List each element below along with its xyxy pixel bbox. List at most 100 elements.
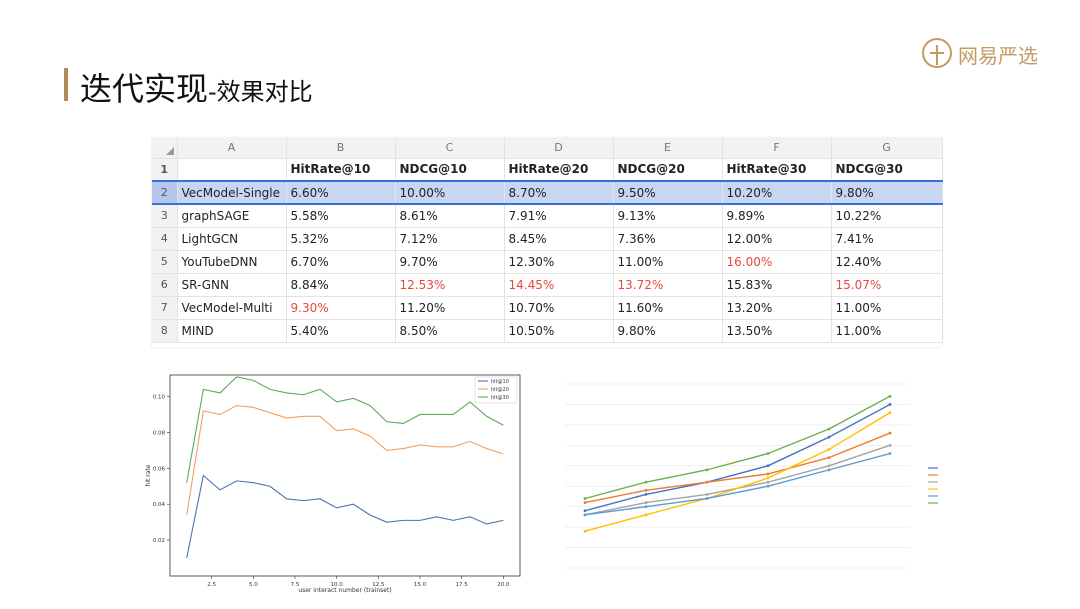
- metric-cell[interactable]: 13.50%: [722, 319, 832, 343]
- metric-cell[interactable]: 8.50%: [395, 319, 505, 343]
- column-letter[interactable]: D: [504, 138, 614, 159]
- column-letter[interactable]: G: [831, 138, 943, 159]
- metric-cell[interactable]: 15.07%: [831, 273, 943, 297]
- data-point: [644, 493, 648, 496]
- header-cell[interactable]: HitRate@30: [722, 158, 832, 182]
- y-tick-label: 0.08: [153, 430, 166, 436]
- series-line: [584, 395, 891, 500]
- row-number[interactable]: 3: [152, 204, 178, 228]
- slide-title-main: 迭代实现: [80, 70, 209, 108]
- row-number[interactable]: 8: [152, 319, 178, 343]
- model-name-cell[interactable]: LightGCN: [177, 227, 287, 251]
- metric-cell[interactable]: 5.40%: [286, 319, 396, 343]
- metric-cell[interactable]: 12.40%: [831, 250, 943, 274]
- metric-cell[interactable]: 11.00%: [831, 319, 943, 343]
- data-point: [766, 464, 770, 468]
- header-cell[interactable]: [177, 158, 287, 182]
- metric-cell[interactable]: 8.45%: [504, 227, 614, 251]
- metric-cell[interactable]: 9.80%: [831, 180, 943, 205]
- model-name-cell[interactable]: MIND: [177, 319, 287, 343]
- metric-cell[interactable]: 7.12%: [395, 227, 505, 251]
- metric-cell[interactable]: 7.36%: [613, 227, 723, 251]
- series-line-hit-10: [186, 474, 504, 559]
- model-name-cell[interactable]: VecModel-Multi: [177, 296, 287, 320]
- metric-cell[interactable]: 9.70%: [395, 250, 505, 274]
- metric-cell[interactable]: 7.41%: [831, 227, 943, 251]
- header-cell[interactable]: NDCG@10: [395, 158, 505, 182]
- data-point: [766, 484, 770, 488]
- table-row[interactable]: 8 MIND 5.40% 8.50% 10.50% 9.80% 13.50% 11.00%: [152, 319, 943, 343]
- metric-cell[interactable]: 10.00%: [395, 180, 505, 205]
- data-point: [583, 497, 587, 500]
- metric-cell[interactable]: 5.58%: [286, 204, 396, 228]
- metric-cell[interactable]: 5.32%: [286, 227, 396, 251]
- header-cell[interactable]: HitRate@20: [504, 158, 614, 182]
- metric-cell[interactable]: 11.00%: [831, 296, 943, 320]
- column-letter[interactable]: A: [177, 138, 287, 159]
- header-cell[interactable]: NDCG@20: [613, 158, 723, 182]
- data-point: [583, 509, 587, 513]
- header-cell[interactable]: NDCG@30: [831, 158, 943, 182]
- metric-cell[interactable]: 10.70%: [504, 296, 614, 320]
- table-row[interactable]: 7 VecModel-Multi 9.30% 11.20% 10.70% 11.60% 13…: [152, 296, 943, 320]
- metric-cell[interactable]: 10.20%: [722, 180, 832, 205]
- x-tick-label: 2.5: [207, 582, 216, 588]
- metric-cell[interactable]: 11.00%: [613, 250, 723, 274]
- data-point: [766, 472, 770, 476]
- column-letter[interactable]: C: [395, 138, 505, 159]
- metric-cell[interactable]: 12.30%: [504, 250, 614, 274]
- table-body: 2 VecModel-Single 6.60% 10.00% 8.70% 9.50% 10.…: [152, 180, 943, 343]
- header-cell[interactable]: HitRate@10: [286, 158, 396, 182]
- metric-cell[interactable]: 14.45%: [504, 273, 614, 297]
- metric-cell[interactable]: 12.53%: [395, 273, 505, 297]
- metric-cell[interactable]: 8.61%: [395, 204, 505, 228]
- metric-cell[interactable]: 9.80%: [613, 319, 723, 343]
- metric-cell[interactable]: 8.84%: [286, 273, 396, 297]
- metric-cell[interactable]: 11.20%: [395, 296, 505, 320]
- metric-cell[interactable]: 10.50%: [504, 319, 614, 343]
- metric-cell[interactable]: 9.30%: [286, 296, 396, 320]
- metric-cell[interactable]: 6.60%: [286, 180, 396, 205]
- legend-label: hit@10: [491, 379, 509, 385]
- metric-cell[interactable]: 12.00%: [722, 227, 832, 251]
- model-name-cell[interactable]: YouTubeDNN: [177, 250, 287, 274]
- table-row[interactable]: 2 VecModel-Single 6.60% 10.00% 8.70% 9.50% 10.…: [152, 180, 943, 205]
- row-number[interactable]: 1: [152, 158, 178, 182]
- series-line: [584, 412, 891, 532]
- data-point: [766, 476, 770, 480]
- select-all-corner[interactable]: [152, 138, 178, 159]
- data-point: [827, 464, 831, 468]
- row-number[interactable]: 7: [152, 296, 178, 320]
- metric-cell[interactable]: 16.00%: [722, 250, 832, 274]
- y-tick-label: 0.10: [153, 395, 166, 401]
- metric-cell[interactable]: 6.70%: [286, 250, 396, 274]
- metric-cell[interactable]: 13.20%: [722, 296, 832, 320]
- column-letter[interactable]: B: [286, 138, 396, 159]
- row-number[interactable]: 4: [152, 227, 178, 251]
- metric-cell[interactable]: 9.50%: [613, 180, 723, 205]
- metric-cell[interactable]: 8.70%: [504, 180, 614, 205]
- table-row[interactable]: 3 graphSAGE 5.58% 8.61% 7.91% 9.13% 9.89% 10.22…: [152, 204, 943, 228]
- model-name-cell[interactable]: graphSAGE: [177, 204, 287, 228]
- metric-cell[interactable]: 10.22%: [831, 204, 943, 228]
- model-name-cell[interactable]: SR-GNN: [177, 273, 287, 297]
- data-point: [766, 480, 770, 484]
- y-axis-label: hit rate: [145, 464, 152, 486]
- series-line: [584, 403, 891, 512]
- table-row[interactable]: 5 YouTubeDNN 6.70% 9.70% 12.30% 11.00% 16.00% 1…: [152, 250, 943, 274]
- row-number[interactable]: 2: [152, 180, 178, 205]
- table-row[interactable]: 4 LightGCN 5.32% 7.12% 8.45% 7.36% 12.00% 7.41%: [152, 227, 943, 251]
- metric-cell[interactable]: 11.60%: [613, 296, 723, 320]
- data-point: [888, 443, 892, 447]
- row-number[interactable]: 5: [152, 250, 178, 274]
- column-letter[interactable]: F: [722, 138, 832, 159]
- metric-cell[interactable]: 7.91%: [504, 204, 614, 228]
- metric-cell[interactable]: 9.89%: [722, 204, 832, 228]
- metric-cell[interactable]: 9.13%: [613, 204, 723, 228]
- table-row[interactable]: 6 SR-GNN 8.84% 12.53% 14.45% 13.72% 15.83% 15.0…: [152, 273, 943, 297]
- row-number[interactable]: 6: [152, 273, 178, 297]
- metric-cell[interactable]: 15.83%: [722, 273, 832, 297]
- column-letter[interactable]: E: [613, 138, 723, 159]
- model-name-cell[interactable]: VecModel-Single: [177, 180, 287, 205]
- metric-cell[interactable]: 13.72%: [613, 273, 723, 297]
